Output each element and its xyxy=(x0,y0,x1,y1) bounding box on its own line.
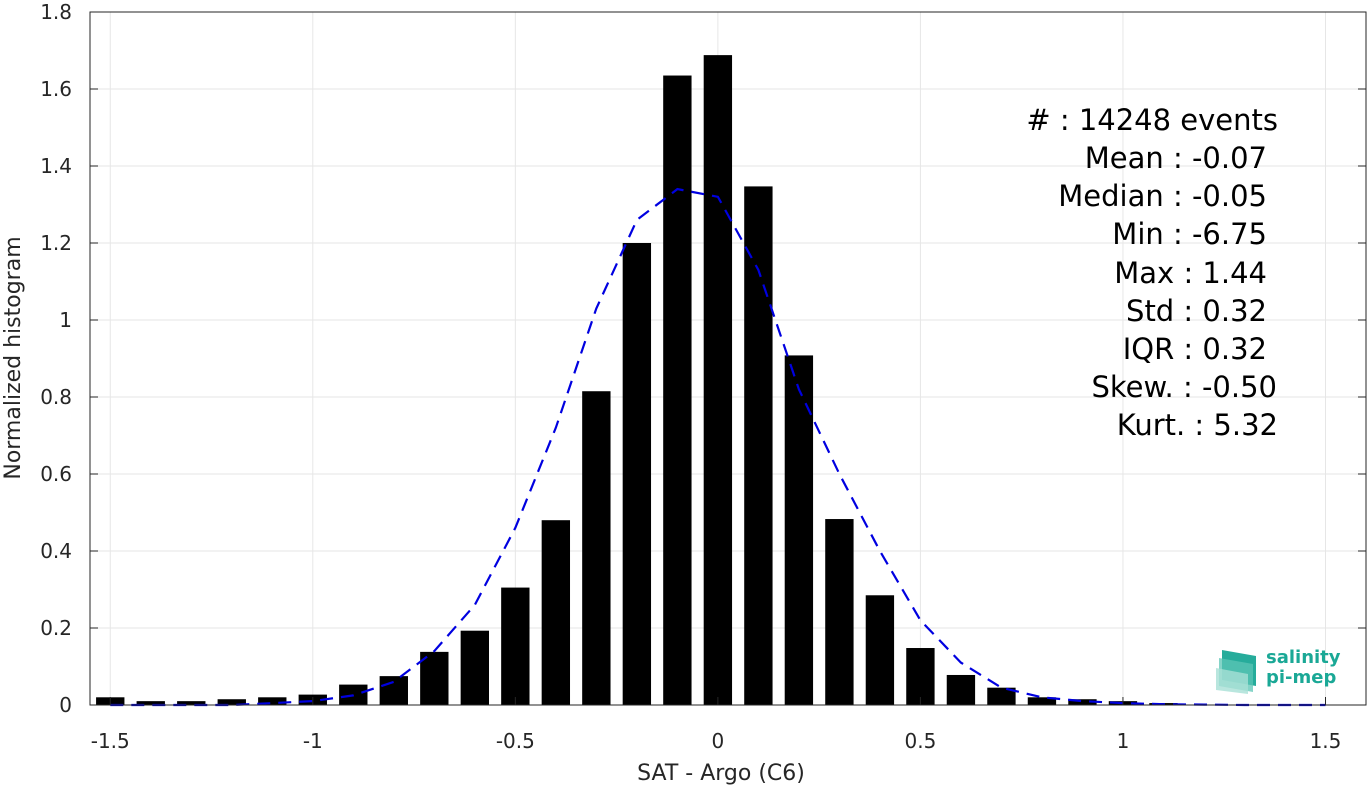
histogram-bar xyxy=(1027,697,1057,705)
histogram-bar xyxy=(825,519,854,705)
histogram-bar xyxy=(946,674,976,705)
stats-annotation: # : 14248 events Mean : -0.07 Median : -… xyxy=(1026,103,1278,442)
y-tick-label: 0.6 xyxy=(40,462,72,486)
histogram-bar xyxy=(420,651,449,705)
y-tick-label: 0.4 xyxy=(40,539,72,563)
x-tick-label: -1.5 xyxy=(91,729,130,753)
salinity-pi-mep-logo: salinity pi-mep xyxy=(1216,646,1346,696)
stat-median: Median : -0.05 xyxy=(1058,179,1267,213)
histogram-bar xyxy=(136,701,165,705)
histogram-bar xyxy=(582,391,611,705)
histogram-bar xyxy=(460,630,490,705)
histogram-bar xyxy=(1068,699,1097,705)
histogram-bar xyxy=(703,55,733,706)
histogram-bar xyxy=(784,355,814,705)
y-tick-label: 1.4 xyxy=(40,154,72,178)
logo-line2: pi-mep xyxy=(1266,667,1337,688)
y-axis-ticks: 0 0.2 0.4 0.6 0.8 1 1.2 1.4 1.6 1.8 xyxy=(40,0,1366,717)
x-axis-ticks: -1.5 -1 -0.5 0 0.5 1 1.5 xyxy=(91,697,1342,753)
x-tick-label: 0 xyxy=(712,729,725,753)
histogram-bar xyxy=(987,687,1016,705)
y-axis-label: Normalized histogram xyxy=(1,236,26,479)
x-tick-label: -0.5 xyxy=(496,729,535,753)
logo-line1: salinity xyxy=(1266,647,1341,668)
histogram-bar xyxy=(865,595,895,705)
y-tick-label: 1 xyxy=(59,308,72,332)
y-tick-label: 1.2 xyxy=(40,231,72,255)
stat-max: Max : 1.44 xyxy=(1114,256,1267,290)
histogram-bar xyxy=(501,587,530,705)
histogram-bar xyxy=(663,75,692,705)
histogram-bar xyxy=(379,676,408,705)
x-axis-label: SAT - Argo (C6) xyxy=(637,761,805,786)
stat-events: # : 14248 events xyxy=(1026,103,1278,137)
histogram-bar xyxy=(906,648,935,705)
x-tick-label: 0.5 xyxy=(905,729,937,753)
stat-skew: Skew. : -0.50 xyxy=(1091,370,1277,404)
x-tick-label: 1 xyxy=(1117,729,1130,753)
y-tick-label: 1.6 xyxy=(40,77,72,101)
plot-frame xyxy=(89,11,1367,706)
y-tick-label: 0 xyxy=(59,693,72,717)
logo-text: salinity pi-mep xyxy=(1266,648,1341,688)
histogram-bar xyxy=(217,699,246,705)
stat-kurt: Kurt. : 5.32 xyxy=(1117,408,1278,442)
histogram-bars xyxy=(96,55,1178,706)
histogram-bar xyxy=(622,243,652,705)
y-tick-label: 0.2 xyxy=(40,616,72,640)
histogram-bar xyxy=(541,520,571,705)
stat-mean: Mean : -0.07 xyxy=(1085,141,1267,175)
histogram-bar xyxy=(258,697,287,705)
y-tick-label: 0.8 xyxy=(40,385,72,409)
x-tick-label: 1.5 xyxy=(1310,729,1342,753)
x-tick-label: -1 xyxy=(303,729,323,753)
logo-wave-icon xyxy=(1216,650,1256,694)
stat-iqr: IQR : 0.32 xyxy=(1123,332,1267,366)
stat-min: Min : -6.75 xyxy=(1112,217,1267,251)
histogram-bar xyxy=(177,701,206,705)
stat-std: Std : 0.32 xyxy=(1126,294,1267,328)
y-tick-label: 1.8 xyxy=(40,0,72,24)
histogram-bar xyxy=(744,186,773,705)
